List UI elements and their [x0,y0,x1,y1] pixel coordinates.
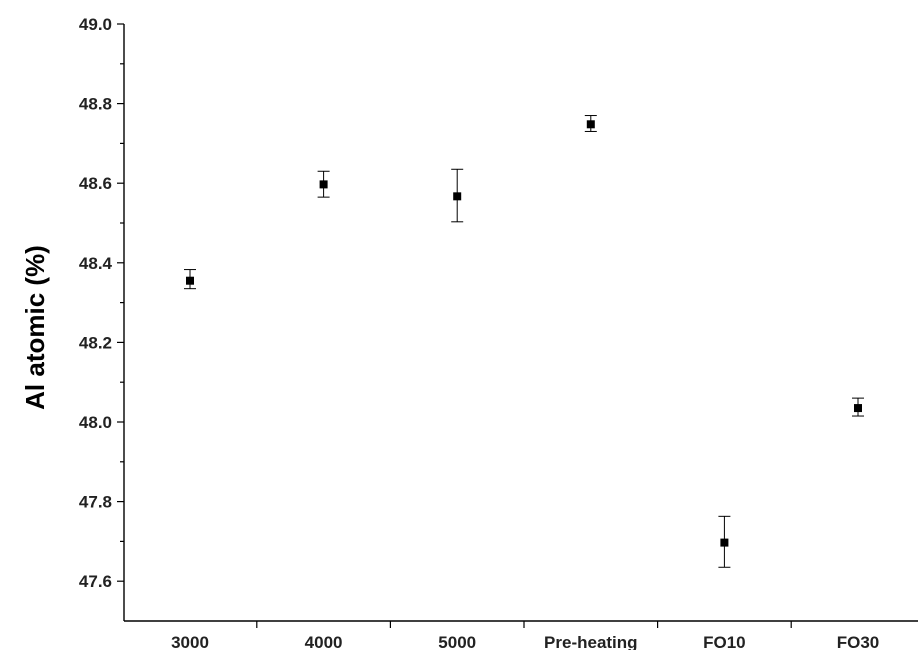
x-tick-label: 3000 [171,633,209,650]
data-points [186,120,862,547]
data-point [319,180,328,189]
data-point [586,120,595,129]
error-bars [184,115,864,568]
y-tick-label: 48.8 [79,95,112,114]
y-axis-title: Al atomic (%) [20,245,50,410]
x-tick-label: FO30 [837,633,880,650]
y-tick-label: 48.0 [79,413,112,432]
data-point [453,192,462,201]
data-point [186,276,194,285]
x-axis-ticks: 3000 4000 5000 Pre-heating FO10 FO30 [171,621,879,650]
y-tick-label: 48.4 [79,254,113,273]
axes [123,24,918,622]
data-point [854,404,862,413]
y-tick-label: 47.8 [79,493,112,512]
y-tick-label: 49.0 [79,15,112,34]
data-point [720,538,729,547]
x-tick-label: 5000 [438,633,476,650]
y-tick-label: 48.2 [79,333,112,352]
y-tick-label: 48.6 [79,174,112,193]
x-tick-label: Pre-heating [544,633,638,650]
y-tick-label: 47.6 [79,572,112,591]
y-axis-ticks: 47.6 47.8 48.0 48.2 48.4 48.6 48.8 49.0 [79,15,124,591]
x-tick-label: 4000 [305,633,343,650]
x-tick-label: FO10 [703,633,746,650]
